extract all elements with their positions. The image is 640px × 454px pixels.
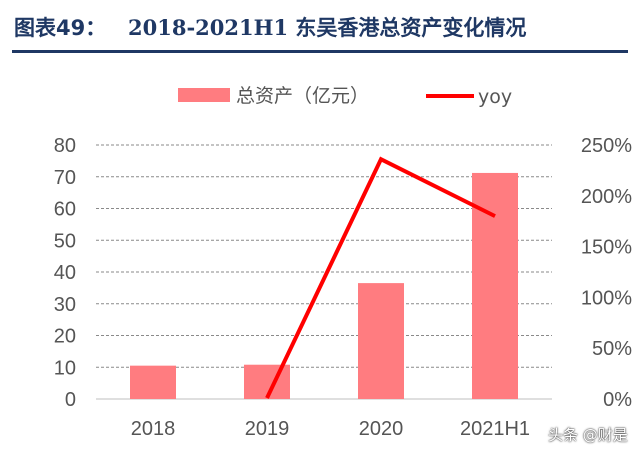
figure-label: 图表49：	[14, 16, 107, 40]
x-tick-label: 2021H1	[460, 418, 530, 440]
title-bar: 图表49： 2018-2021H1 东吴香港总资产变化情况	[0, 0, 640, 50]
right-axis: 0% 50% 100% 150% 200% 250%	[581, 135, 632, 411]
legend-swatch-bar	[178, 88, 230, 102]
chart-title: 2018-2021H1 东吴香港总资产变化情况	[128, 15, 527, 40]
x-tick-label: 2018	[131, 418, 176, 440]
left-tick-label: 40	[54, 262, 76, 284]
x-tick-label: 2019	[245, 418, 290, 440]
left-tick-label: 60	[54, 199, 76, 221]
right-tick-label: 100%	[581, 287, 632, 309]
left-tick-label: 10	[54, 357, 76, 379]
bar-series	[130, 172, 518, 399]
left-axis: 0 10 20 30 40 50 60 70 80	[54, 135, 76, 411]
legend: 总资产（亿元） yoy	[178, 85, 512, 108]
right-tick-label: 150%	[581, 237, 632, 259]
left-tick-label: 0	[65, 389, 76, 411]
left-tick-label: 50	[54, 230, 76, 252]
left-tick-label: 30	[54, 294, 76, 316]
watermark: 头条 @财是	[548, 426, 628, 444]
legend-label-line: yoy	[478, 86, 512, 108]
left-tick-label: 80	[54, 135, 76, 157]
right-tick-label: 250%	[581, 135, 632, 157]
bar-2020	[358, 283, 404, 399]
x-tick-label: 2020	[359, 418, 404, 440]
x-axis: 2018 2019 2020 2021H1	[131, 418, 530, 440]
left-tick-label: 70	[54, 167, 76, 189]
bar-2018	[130, 365, 176, 399]
legend-label-bar: 总资产（亿元）	[236, 85, 369, 107]
right-tick-label: 0%	[603, 389, 632, 411]
right-tick-label: 200%	[581, 186, 632, 208]
right-tick-label: 50%	[592, 338, 632, 360]
title-rule	[12, 50, 628, 53]
line-series	[265, 156, 496, 399]
left-tick-label: 20	[54, 326, 76, 348]
